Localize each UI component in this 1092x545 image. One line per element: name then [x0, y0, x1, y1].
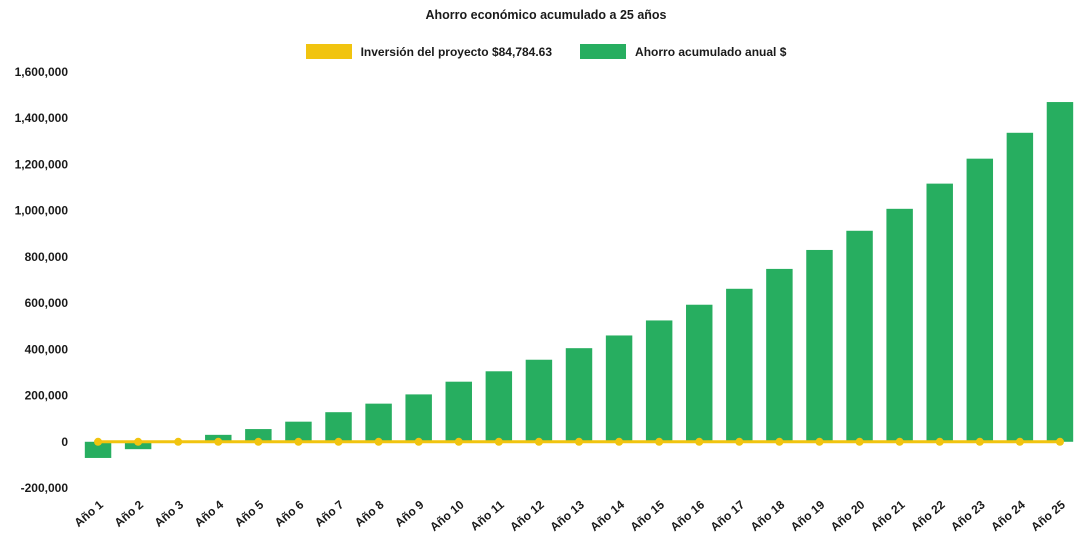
x-tick-label: Año 22	[908, 497, 948, 534]
x-tick-label: Año 13	[547, 497, 587, 534]
bar-año-22[interactable]	[926, 183, 953, 442]
bar-año-21[interactable]	[886, 208, 913, 442]
x-tick-label: Año 19	[788, 497, 828, 534]
x-tick-label: Año 1	[71, 497, 106, 529]
investment-line-marker[interactable]	[655, 437, 664, 446]
x-tick-label: Año 14	[587, 497, 627, 534]
x-tick-label: Año 25	[1028, 497, 1068, 534]
x-tick-label: Año 3	[152, 497, 187, 529]
investment-line-marker[interactable]	[334, 437, 343, 446]
investment-line-marker[interactable]	[575, 437, 583, 446]
investment-line-marker[interactable]	[855, 437, 864, 446]
investment-line-marker[interactable]	[414, 437, 423, 446]
x-tick-label: Año 12	[507, 497, 547, 534]
x-tick-label: Año 21	[868, 497, 908, 534]
bar-año-10[interactable]	[445, 381, 472, 442]
y-tick-label: 800,000	[25, 250, 69, 264]
x-tick-label: Año 6	[272, 497, 307, 529]
bar-año-20[interactable]	[846, 230, 873, 442]
y-tick-label: 0	[61, 435, 68, 449]
investment-line-marker[interactable]	[1055, 437, 1064, 446]
chart-title: Ahorro económico acumulado a 25 años	[425, 8, 667, 22]
y-tick-label: 1,000,000	[15, 204, 69, 218]
y-tick-label: 600,000	[25, 296, 69, 310]
x-tick-label: Año 10	[427, 497, 467, 534]
x-tick-label: Año 4	[192, 497, 227, 529]
investment-line-marker[interactable]	[815, 437, 824, 446]
chart-legend: Inversión del proyecto $84,784.63 Ahorro…	[0, 44, 1092, 59]
investment-line-marker[interactable]	[454, 437, 463, 446]
x-tick-label: Año 23	[948, 497, 988, 534]
bar-año-25[interactable]	[1046, 102, 1074, 442]
x-tick-label: Año 9	[392, 497, 427, 529]
bar-año-16[interactable]	[686, 304, 713, 442]
investment-line-marker[interactable]	[695, 437, 704, 446]
x-tick-label: Año 5	[232, 497, 267, 529]
investment-line-marker[interactable]	[494, 437, 503, 446]
bar-año-8[interactable]	[365, 403, 392, 442]
investment-line-marker[interactable]	[615, 437, 624, 446]
bar-año-7[interactable]	[325, 412, 352, 442]
investment-line-marker[interactable]	[294, 437, 303, 446]
bar-año-12[interactable]	[525, 359, 553, 442]
investment-line-marker[interactable]	[975, 437, 984, 446]
x-tick-label: Año 8	[352, 497, 387, 529]
investment-line-marker[interactable]	[94, 437, 103, 446]
legend-label-investment: Inversión del proyecto $84,784.63	[360, 44, 553, 59]
investment-line-marker[interactable]	[134, 437, 143, 446]
x-tick-label: Año 16	[668, 497, 708, 534]
legend-item-investment[interactable]: Inversión del proyecto $84,784.63	[305, 44, 553, 59]
bar-año-19[interactable]	[806, 249, 833, 442]
bar-año-18[interactable]	[766, 268, 793, 442]
investment-line-marker[interactable]	[895, 437, 904, 446]
y-tick-label: 1,400,000	[15, 111, 69, 125]
bar-año-17[interactable]	[726, 288, 753, 442]
investment-line-marker[interactable]	[174, 437, 183, 446]
investment-line-marker[interactable]	[214, 437, 223, 446]
x-tick-label: Año 7	[312, 497, 347, 529]
investment-line-marker[interactable]	[775, 437, 784, 446]
bar-año-1[interactable]	[84, 441, 112, 458]
bar-año-11[interactable]	[485, 371, 513, 442]
investment-line-marker[interactable]	[254, 437, 263, 446]
x-tick-label: Año 18	[748, 497, 788, 534]
legend-swatch-investment	[305, 44, 352, 59]
y-tick-label: 1,600,000	[15, 65, 69, 79]
x-tick-label: Año 15	[627, 497, 667, 534]
bar-año-5[interactable]	[245, 429, 272, 442]
investment-line-marker[interactable]	[735, 437, 744, 446]
bar-año-14[interactable]	[605, 335, 633, 442]
bar-año-23[interactable]	[966, 158, 994, 442]
investment-line-marker[interactable]	[1015, 437, 1024, 446]
legend-item-savings[interactable]: Ahorro acumulado anual $	[580, 44, 786, 59]
x-tick-label: Año 11	[468, 497, 507, 533]
y-tick-label: 200,000	[25, 389, 69, 403]
x-tick-label: Año 17	[708, 497, 748, 534]
y-tick-label: -200,000	[21, 481, 69, 495]
investment-line-marker[interactable]	[534, 437, 543, 446]
legend-swatch-savings	[580, 44, 627, 59]
bar-año-6[interactable]	[285, 421, 312, 442]
bar-año-13[interactable]	[565, 348, 593, 442]
y-tick-label: 1,200,000	[15, 157, 69, 171]
x-tick-label: Año 20	[828, 497, 868, 534]
investment-line-marker[interactable]	[374, 437, 383, 446]
legend-label-savings: Ahorro acumulado anual $	[635, 44, 787, 59]
bar-año-24[interactable]	[1006, 132, 1034, 442]
bar-año-9[interactable]	[405, 394, 432, 442]
y-tick-label: 400,000	[25, 342, 69, 356]
bar-año-15[interactable]	[645, 320, 673, 442]
x-tick-label: Año 24	[988, 497, 1028, 534]
investment-line-marker[interactable]	[935, 437, 944, 446]
x-tick-label: Año 2	[112, 497, 147, 529]
